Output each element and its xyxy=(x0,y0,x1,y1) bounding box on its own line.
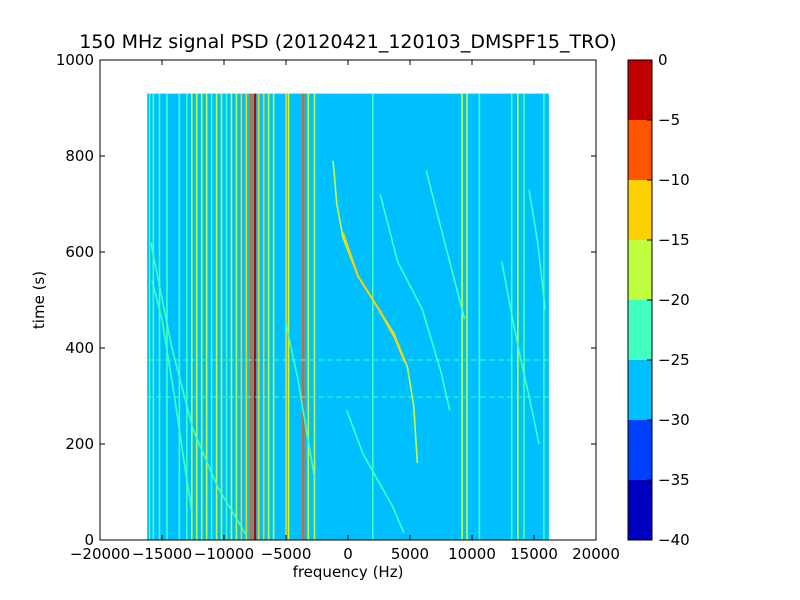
colorbar-tick-label: −30 xyxy=(658,411,690,429)
y-tick-label: 1000 xyxy=(56,51,94,69)
doppler-trace xyxy=(528,189,546,310)
colorbar-tick-label: −20 xyxy=(658,291,690,309)
y-tick-label: 600 xyxy=(65,243,94,261)
y-axis: 0 200 400 600 800 1000 xyxy=(56,51,596,549)
colorbar-segment xyxy=(628,480,652,540)
x-tick-label: −10000 xyxy=(194,545,254,563)
doppler-trace xyxy=(151,280,193,512)
doppler-trace xyxy=(501,261,540,445)
doppler-trace xyxy=(425,170,466,320)
x-tick-label: −15000 xyxy=(132,545,192,563)
x-tick-label: 20000 xyxy=(572,545,620,563)
colorbar-segment xyxy=(628,240,652,300)
colorbar: 0 −5 −10 −15 −20 −25 −30 −35 −40 xyxy=(627,51,690,549)
heatmap-background xyxy=(147,93,549,540)
colorbar-segment xyxy=(628,120,652,180)
colorbar-tick-label: −5 xyxy=(658,111,680,129)
colorbar-segment xyxy=(628,360,652,420)
colorbar-tick-label: −10 xyxy=(658,171,690,189)
y-tick-label: 0 xyxy=(84,531,94,549)
x-tick-label: 0 xyxy=(343,545,353,563)
colorbar-tick-label: −40 xyxy=(658,531,690,549)
x-tick-label: −20000 xyxy=(70,545,130,563)
y-tick-label: 800 xyxy=(65,147,94,165)
chart-title: 150 MHz signal PSD (20120421_120103_DMSP… xyxy=(79,31,616,53)
x-axis: −20000 −15000 −10000 −5000 0 5000 10000 15000 20… xyxy=(70,60,620,563)
doppler-trace xyxy=(342,232,406,363)
x-tick-label: 15000 xyxy=(510,545,558,563)
colorbar-segment xyxy=(628,300,652,360)
doppler-trace xyxy=(150,242,247,536)
y-tick-label: 200 xyxy=(65,435,94,453)
colorbar-tick-label: −25 xyxy=(658,351,690,369)
doppler-trace xyxy=(346,410,405,534)
x-tick-label: 10000 xyxy=(448,545,496,563)
y-axis-label: time (s) xyxy=(30,271,48,329)
colorbar-tick-label: −15 xyxy=(658,231,690,249)
colorbar-tick-label: −35 xyxy=(658,471,690,489)
colorbar-segment xyxy=(628,180,652,240)
colorbar-tick-label: 0 xyxy=(658,51,668,69)
x-axis-label: frequency (Hz) xyxy=(293,563,404,581)
y-tick-label: 400 xyxy=(65,339,94,357)
plot-area xyxy=(99,59,597,541)
colorbar-segment xyxy=(628,420,652,480)
spectrogram-heatmap xyxy=(147,93,549,540)
doppler-trace xyxy=(285,323,316,478)
x-tick-label: 5000 xyxy=(391,545,429,563)
doppler-trace xyxy=(379,194,451,411)
x-tick-label: −5000 xyxy=(261,545,312,563)
colorbar-segment xyxy=(628,60,652,120)
